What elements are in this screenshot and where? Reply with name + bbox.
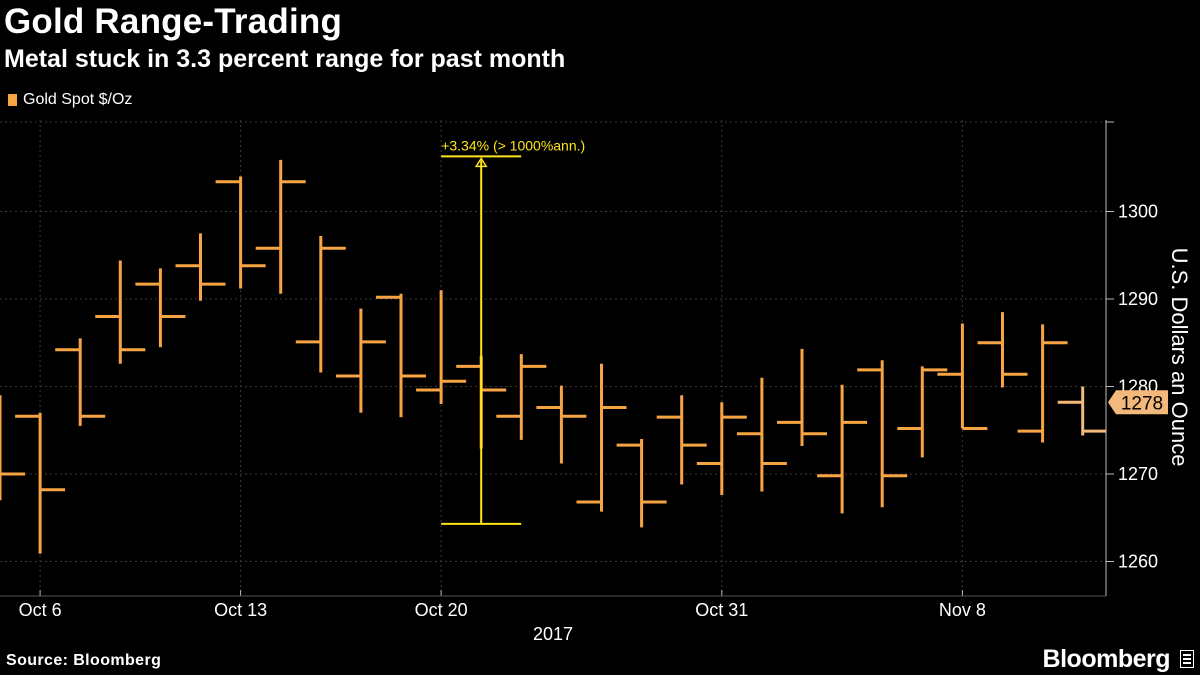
y-tick-label: 1290 (1118, 289, 1158, 309)
ohlc-bar (416, 290, 467, 404)
last-value-flag (1108, 390, 1168, 415)
x-tick-label: Oct 31 (695, 600, 748, 620)
ohlc-bar (656, 395, 707, 485)
x-tick-label: Nov 8 (939, 600, 986, 620)
legend-swatch (8, 94, 17, 106)
ohlc-bar (817, 384, 868, 514)
annotation-label: +3.34% (> 1000%ann.) (441, 137, 585, 153)
chart-subtitle: Metal stuck in 3.3 percent range for pas… (4, 45, 566, 73)
y-tick-label: 1260 (1118, 552, 1158, 572)
ohlc-bar (376, 293, 426, 418)
ohlc-bar (95, 260, 146, 364)
x-tick-label: Oct 6 (19, 600, 62, 620)
bloomberg-icon (1180, 650, 1194, 668)
ohlc-bar (576, 363, 627, 512)
legend: Gold Spot $/Oz (8, 91, 132, 109)
ohlc-bar (977, 312, 1028, 388)
annotation-arrow-head (474, 156, 488, 168)
chart-title: Gold Range-Trading (4, 2, 343, 41)
x-axis-year-label: 2017 (533, 624, 573, 644)
ohlc-bar (175, 233, 226, 301)
ohlc-bar (736, 377, 787, 492)
ohlc-bar (777, 348, 827, 446)
legend-label: Gold Spot $/Oz (23, 91, 133, 108)
ohlc-bar (0, 395, 25, 501)
ohlc-bar (15, 412, 66, 554)
ohlc-bar (1057, 386, 1106, 436)
ohlc-bar (616, 439, 667, 528)
ohlc-bar (937, 323, 988, 430)
ohlc-bar (536, 385, 587, 464)
x-tick-label: Oct 20 (415, 600, 468, 620)
ohlc-bar (135, 268, 186, 348)
ohlc-bar (496, 354, 547, 440)
y-tick-label: 1300 (1118, 202, 1158, 222)
ohlc-bar (897, 366, 948, 458)
ohlc-bar (255, 159, 306, 294)
brand-logo: Bloomberg (1042, 645, 1171, 673)
ohlc-bar (335, 308, 386, 413)
last-value-label: 1278 (1121, 393, 1163, 414)
x-tick-label: Oct 13 (214, 600, 267, 620)
source-note: Source: Bloomberg (6, 652, 162, 669)
y-tick-label: 1270 (1118, 464, 1158, 484)
ohlc-bar (295, 236, 346, 373)
y-axis-title: U.S. Dollars an Ounce (1167, 248, 1192, 467)
ohlc-bar (857, 360, 908, 508)
ohlc-bar (215, 176, 266, 289)
ohlc-bar (696, 402, 747, 495)
ohlc-bar (55, 338, 106, 426)
ohlc-bar (1017, 324, 1068, 443)
